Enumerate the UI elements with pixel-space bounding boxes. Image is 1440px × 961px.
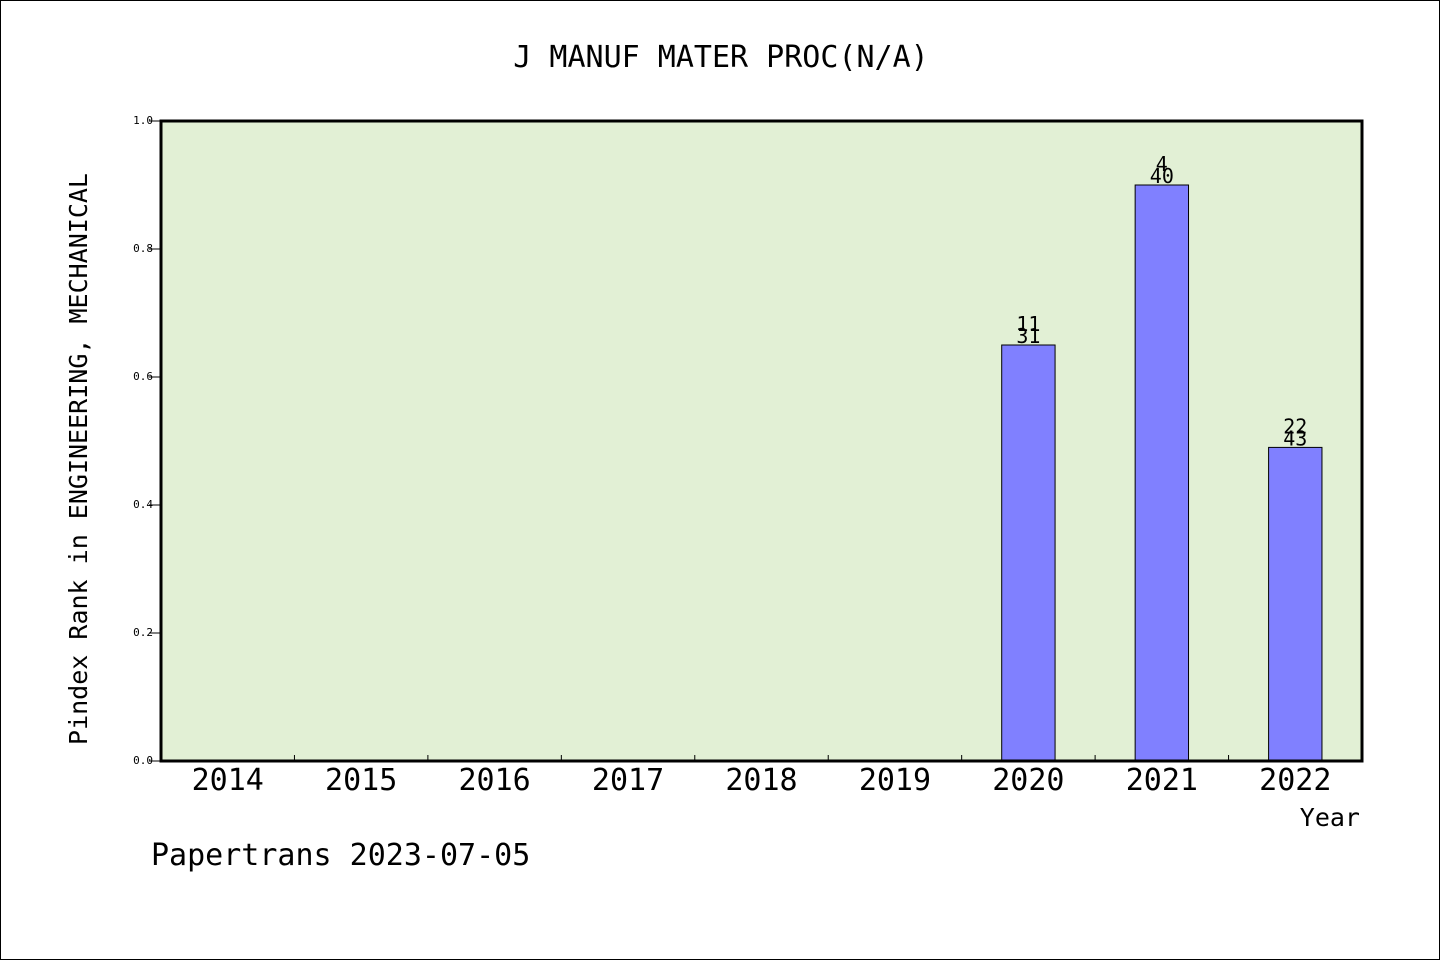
x-tick-label: 2015 [325,763,397,798]
x-tick-label: 2018 [725,763,797,798]
bar-label-top: 11 [1016,312,1040,336]
x-tick-label: 2019 [859,763,931,798]
bar-2022 [1268,446,1323,762]
bars [1001,184,1323,762]
bar-2020 [1001,344,1056,762]
y-tick-label: 0.2 [133,626,153,639]
bar-label-bottom: 31 [1016,324,1040,348]
y-tick-label: 0.8 [133,242,153,255]
x-tick-label: 2022 [1259,763,1331,798]
bar-label-top: 22 [1283,414,1307,438]
bar-2021 [1134,184,1190,762]
y-tick-label: 0.0 [133,754,153,767]
x-tick-label: 2017 [592,763,664,798]
x-tick-label: 2020 [992,763,1064,798]
footer-credit: Papertrans 2023-07-05 [151,838,530,873]
bar-label-top: 4 [1156,152,1168,176]
chart-title: J MANUF MATER PROC(N/A) [513,40,928,75]
plot-frame [159,119,1364,763]
x-tick-label: 2021 [1126,763,1198,798]
bar-label-bottom: 43 [1283,426,1307,450]
y-tick-label: 1.0 [133,114,153,127]
y-tick-label: 0.4 [133,498,153,511]
x-tick-label: 2016 [458,763,530,798]
x-tick-label: 2014 [192,763,264,798]
y-axis-label: Pindex Rank in ENGINEERING, MECHANICAL [64,173,93,745]
bar-label-bottom: 40 [1150,164,1174,188]
x-axis: 2014 2015 2016 2017 2018 2019 2020 2021 2022 [192,755,1331,798]
y-axis: 0.0 0.2 0.4 0.6 0.8 1.0 [133,114,161,767]
y-tick-label: 0.6 [133,370,153,383]
x-axis-label: Year [1300,803,1360,832]
